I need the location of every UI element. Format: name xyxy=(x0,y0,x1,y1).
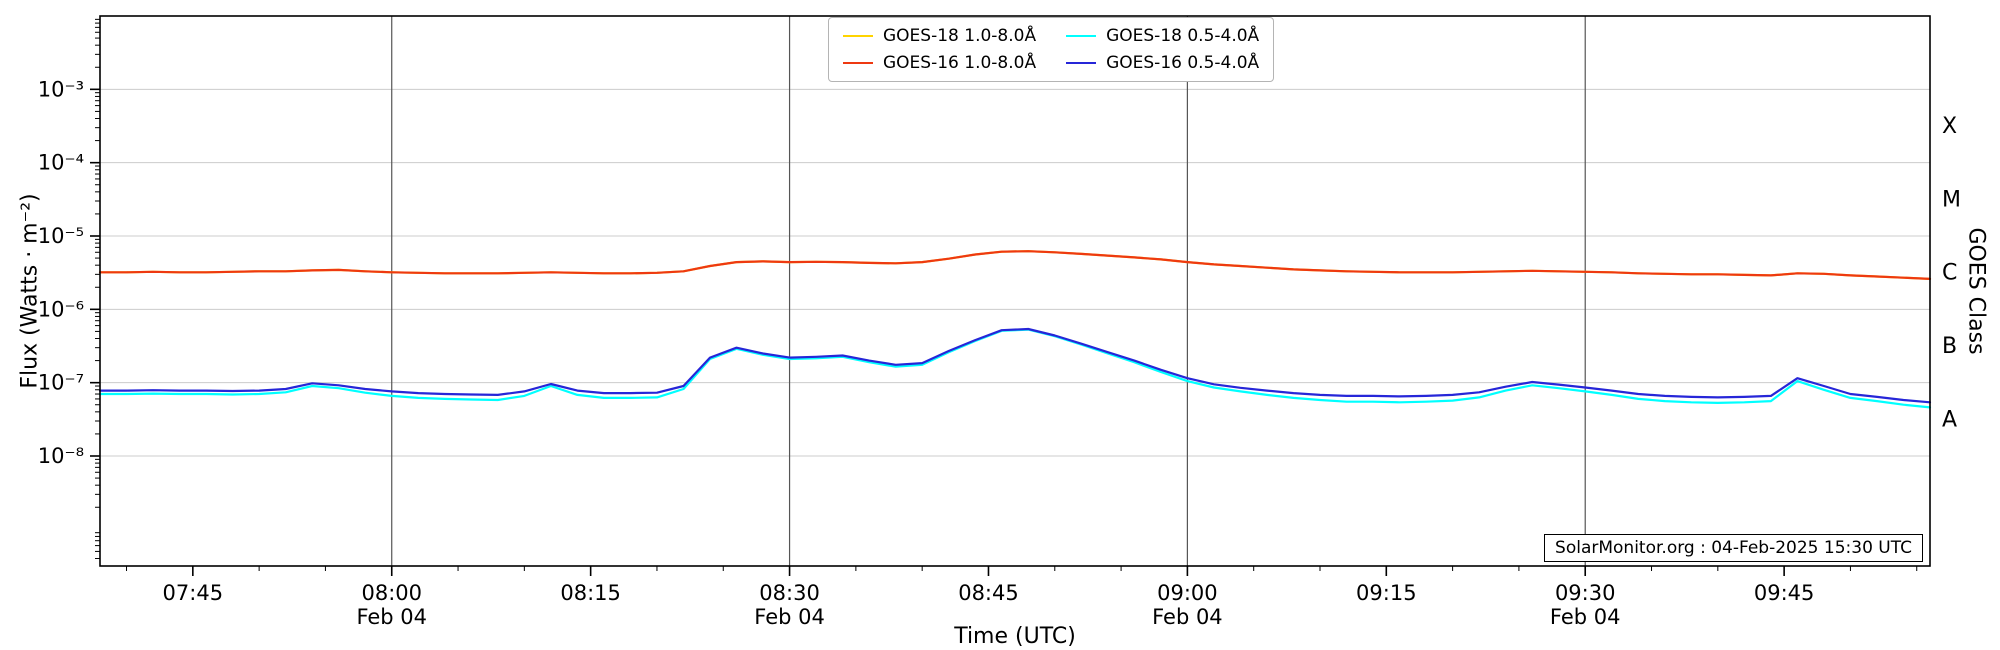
x-tick-sublabel: Feb 04 xyxy=(356,605,427,629)
goes-class-labels: X M C B A xyxy=(1942,114,1961,432)
y-tick-label: 10⁻⁴ xyxy=(38,151,84,175)
y-tick-label: 10⁻⁵ xyxy=(38,224,84,248)
x-axis-label: Time (UTC) xyxy=(954,624,1076,649)
x-tick-label: 09:00 xyxy=(1157,581,1218,605)
x-tick-sublabel: Feb 04 xyxy=(1550,605,1621,629)
legend-line-swatch-goes16-long xyxy=(843,62,873,64)
x-tick-label: 07:45 xyxy=(163,581,224,605)
y-tick-label: 10⁻⁷ xyxy=(38,371,84,395)
horizontal-gridlines xyxy=(100,88,1930,457)
x-tick-label: 08:30 xyxy=(759,581,820,605)
goes-class-label-B: B xyxy=(1942,334,1957,359)
y-axis-ticks: 10⁻³ 10⁻⁴ 10⁻⁵ 10⁻⁶ 10⁻⁷ 10⁻⁸ xyxy=(38,77,100,468)
x-tick-sublabel: Feb 04 xyxy=(754,605,825,629)
y-tick-label: 10⁻⁶ xyxy=(38,297,84,321)
series-line-1 xyxy=(98,250,1932,280)
y-axis-minor-ticks xyxy=(95,18,100,560)
x-tick-label: 09:15 xyxy=(1356,581,1417,605)
legend-line-swatch-goes18-short xyxy=(1066,35,1097,37)
goes-class-label-C: C xyxy=(1942,261,1957,286)
series-line-3 xyxy=(98,327,1932,404)
goes-class-label-X: X xyxy=(1942,114,1957,139)
x-axis-minor-ticks xyxy=(126,566,1918,571)
x-tick-label: 08:45 xyxy=(958,581,1019,605)
legend-entry-goes16-short: GOES-16 0.5-4.0Å xyxy=(1066,53,1259,73)
legend-entry-goes18-short: GOES-18 0.5-4.0Å xyxy=(1066,26,1259,46)
legend-label: GOES-18 0.5-4.0Å xyxy=(1106,26,1260,46)
legend-line-swatch-goes16-short xyxy=(1066,62,1097,64)
legend-entry-goes16-long: GOES-16 1.0-8.0Å xyxy=(843,53,1036,73)
x-tick-label: 08:15 xyxy=(560,581,621,605)
goes-class-label-M: M xyxy=(1942,187,1961,212)
x-tick-sublabel: Feb 04 xyxy=(1152,605,1223,629)
vertical-gridlines xyxy=(391,16,1586,566)
y-axis-label: Flux (Watts · m⁻²) xyxy=(17,193,43,389)
right-axis-label: GOES Class xyxy=(1963,227,1989,355)
legend-label: GOES-16 1.0-8.0Å xyxy=(883,53,1037,73)
y-tick-label: 10⁻³ xyxy=(38,77,84,101)
x-tick-label: 09:30 xyxy=(1555,581,1616,605)
series-line-0 xyxy=(98,250,1932,280)
legend-label: GOES-16 0.5-4.0Å xyxy=(1106,53,1260,73)
solarmonitor-watermark: SolarMonitor.org : 04-Feb-2025 15:30 UTC xyxy=(1544,534,1923,562)
plot-frame xyxy=(99,15,1931,567)
goes-class-label-A: A xyxy=(1942,407,1957,432)
legend: GOES-18 1.0-8.0Å GOES-16 1.0-8.0Å GOES-1… xyxy=(828,17,1275,82)
y-tick-label: 10⁻⁸ xyxy=(38,444,84,468)
legend-label: GOES-18 1.0-8.0Å xyxy=(883,26,1037,46)
x-tick-label: 08:00 xyxy=(361,581,422,605)
flux-series xyxy=(98,250,1932,409)
legend-line-swatch-goes18-long xyxy=(843,35,873,37)
legend-entry-goes18-long: GOES-18 1.0-8.0Å xyxy=(843,26,1036,46)
x-tick-label: 09:45 xyxy=(1754,581,1815,605)
